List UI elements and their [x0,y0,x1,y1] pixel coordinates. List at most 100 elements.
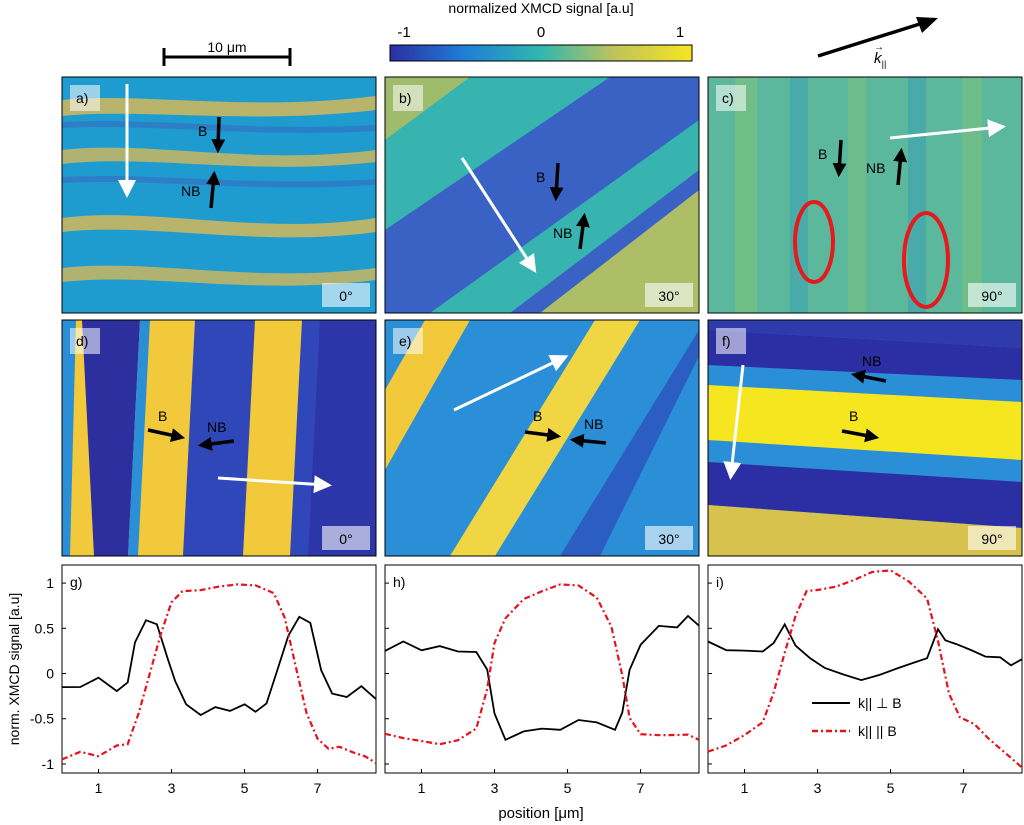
y-tick-label: -1 [42,756,55,772]
k-direction-arrow [460,157,537,274]
svg-text:b): b) [399,90,411,106]
k-direction-arrow [453,355,569,412]
svg-text:0°: 0° [339,288,352,304]
plot-h: h) 1 3 5 7 [384,564,700,796]
magnetization-arrow [211,116,226,154]
magnetization-arrow [147,428,186,442]
series-line-perpendicular [707,622,1023,682]
svg-text:c): c) [722,90,734,106]
domain-label-b: B [849,408,858,424]
domain-label-b: B [198,123,207,139]
x-tick-label: 1 [741,780,749,796]
magnetization-arrow [893,147,908,186]
domain-label-b: B [533,408,542,424]
series-line-perpendicular [61,615,377,717]
domain-label-nb: NB [584,416,603,432]
plot-label: i) [716,574,724,590]
x-tick-label: 5 [887,780,895,796]
y-tick-label: -0.5 [30,711,54,727]
domain-label-b: B [158,408,167,424]
plot-i: i) 1 3 5 7 k|| ⊥ B k|| || B [707,564,1023,796]
svg-text:30°: 30° [658,288,679,304]
x-tick-label: 7 [637,780,645,796]
domain-label-nb: NB [553,225,572,241]
x-tick-label: 5 [241,780,249,796]
svg-text:30°: 30° [658,531,679,547]
k-vector-label: k|| [874,50,886,69]
plot-frame [384,564,700,774]
colorbar-tick: -1 [397,24,410,41]
x-tick-label: 5 [564,780,572,796]
legend-text-dashed: k|| || B [858,723,897,739]
panel-label-b: b) [393,85,423,111]
y-tick-label: 0 [46,666,54,682]
x-tick-label: 3 [491,780,499,796]
panel-label-d: d) [70,328,100,354]
magnetization-arrow [832,139,847,178]
x-tick-label: 1 [95,780,103,796]
highlight-ellipse [902,211,950,309]
angle-label-a: 0° [322,283,370,307]
angle-label-d: 0° [322,526,370,550]
y-tick-label: 0.5 [35,620,55,636]
x-tick-label: 3 [168,780,176,796]
image-panel-e [385,320,699,556]
angle-label-e: 30° [645,526,693,550]
svg-text:90°: 90° [981,288,1002,304]
x-axis-label: position [μm] [498,805,583,822]
k-direction-arrow [889,119,1006,140]
magnetization-arrow [850,369,887,384]
domain-label-b: B [818,146,827,162]
panel-label-a: a) [70,85,100,111]
magnetization-arrow [197,436,235,451]
colorbar-tick: 1 [676,24,684,41]
svg-text:0°: 0° [339,531,352,547]
colorbar [389,44,693,62]
image-panel-f [708,320,1022,556]
magnetization-arrow [575,212,590,250]
image-panel-c [708,77,1022,313]
k-vector-overarrow: → [874,42,884,53]
panel-label-e: e) [393,328,423,354]
k-vector-arrowhead [916,17,938,33]
magnetization-arrow [841,428,880,443]
x-tick-label: 7 [314,780,322,796]
y-tick-label: 1 [46,575,54,591]
plot-g: g) 1 3 5 7 1 0.5 0 -0.5 -1 [30,564,377,796]
series-line-perpendicular [384,614,700,742]
image-panel-a [62,77,376,313]
domain-label-b: B [536,169,545,185]
series-line-parallel [61,583,377,764]
series-line-parallel [707,569,1023,769]
scale-bar [162,48,292,66]
domain-label-nb: NB [862,353,881,369]
y-axis-label: norm. XMCD signal [a.u] [6,593,22,746]
plot-label: h) [393,574,405,590]
series-line-parallel [384,583,700,746]
colorbar-tick: 0 [537,24,545,41]
magnetization-arrow [524,427,562,442]
x-tick-label: 3 [814,780,822,796]
svg-text:f): f) [722,333,731,349]
domain-label-nb: NB [207,419,226,435]
image-panel-d [62,320,376,556]
legend-text-solid: k|| ⊥ B [858,695,902,711]
magnetization-arrow [569,433,607,448]
angle-label-f: 90° [968,526,1016,550]
k-vector-arrow [817,20,927,58]
magnetization-arrow [206,170,221,209]
k-direction-arrow [217,475,332,494]
angle-label-b: 30° [645,283,693,307]
svg-text:e): e) [399,333,411,349]
domain-label-nb: NB [181,183,200,199]
plot-frame [61,564,377,774]
plot-frame [707,564,1023,774]
panel-label-f: f) [716,328,746,354]
highlight-ellipse [793,200,835,284]
domain-label-nb: NB [866,160,885,176]
angle-label-c: 90° [968,283,1016,307]
svg-text:a): a) [76,90,88,106]
plot-label: g) [70,574,82,590]
svg-text:d): d) [76,333,88,349]
